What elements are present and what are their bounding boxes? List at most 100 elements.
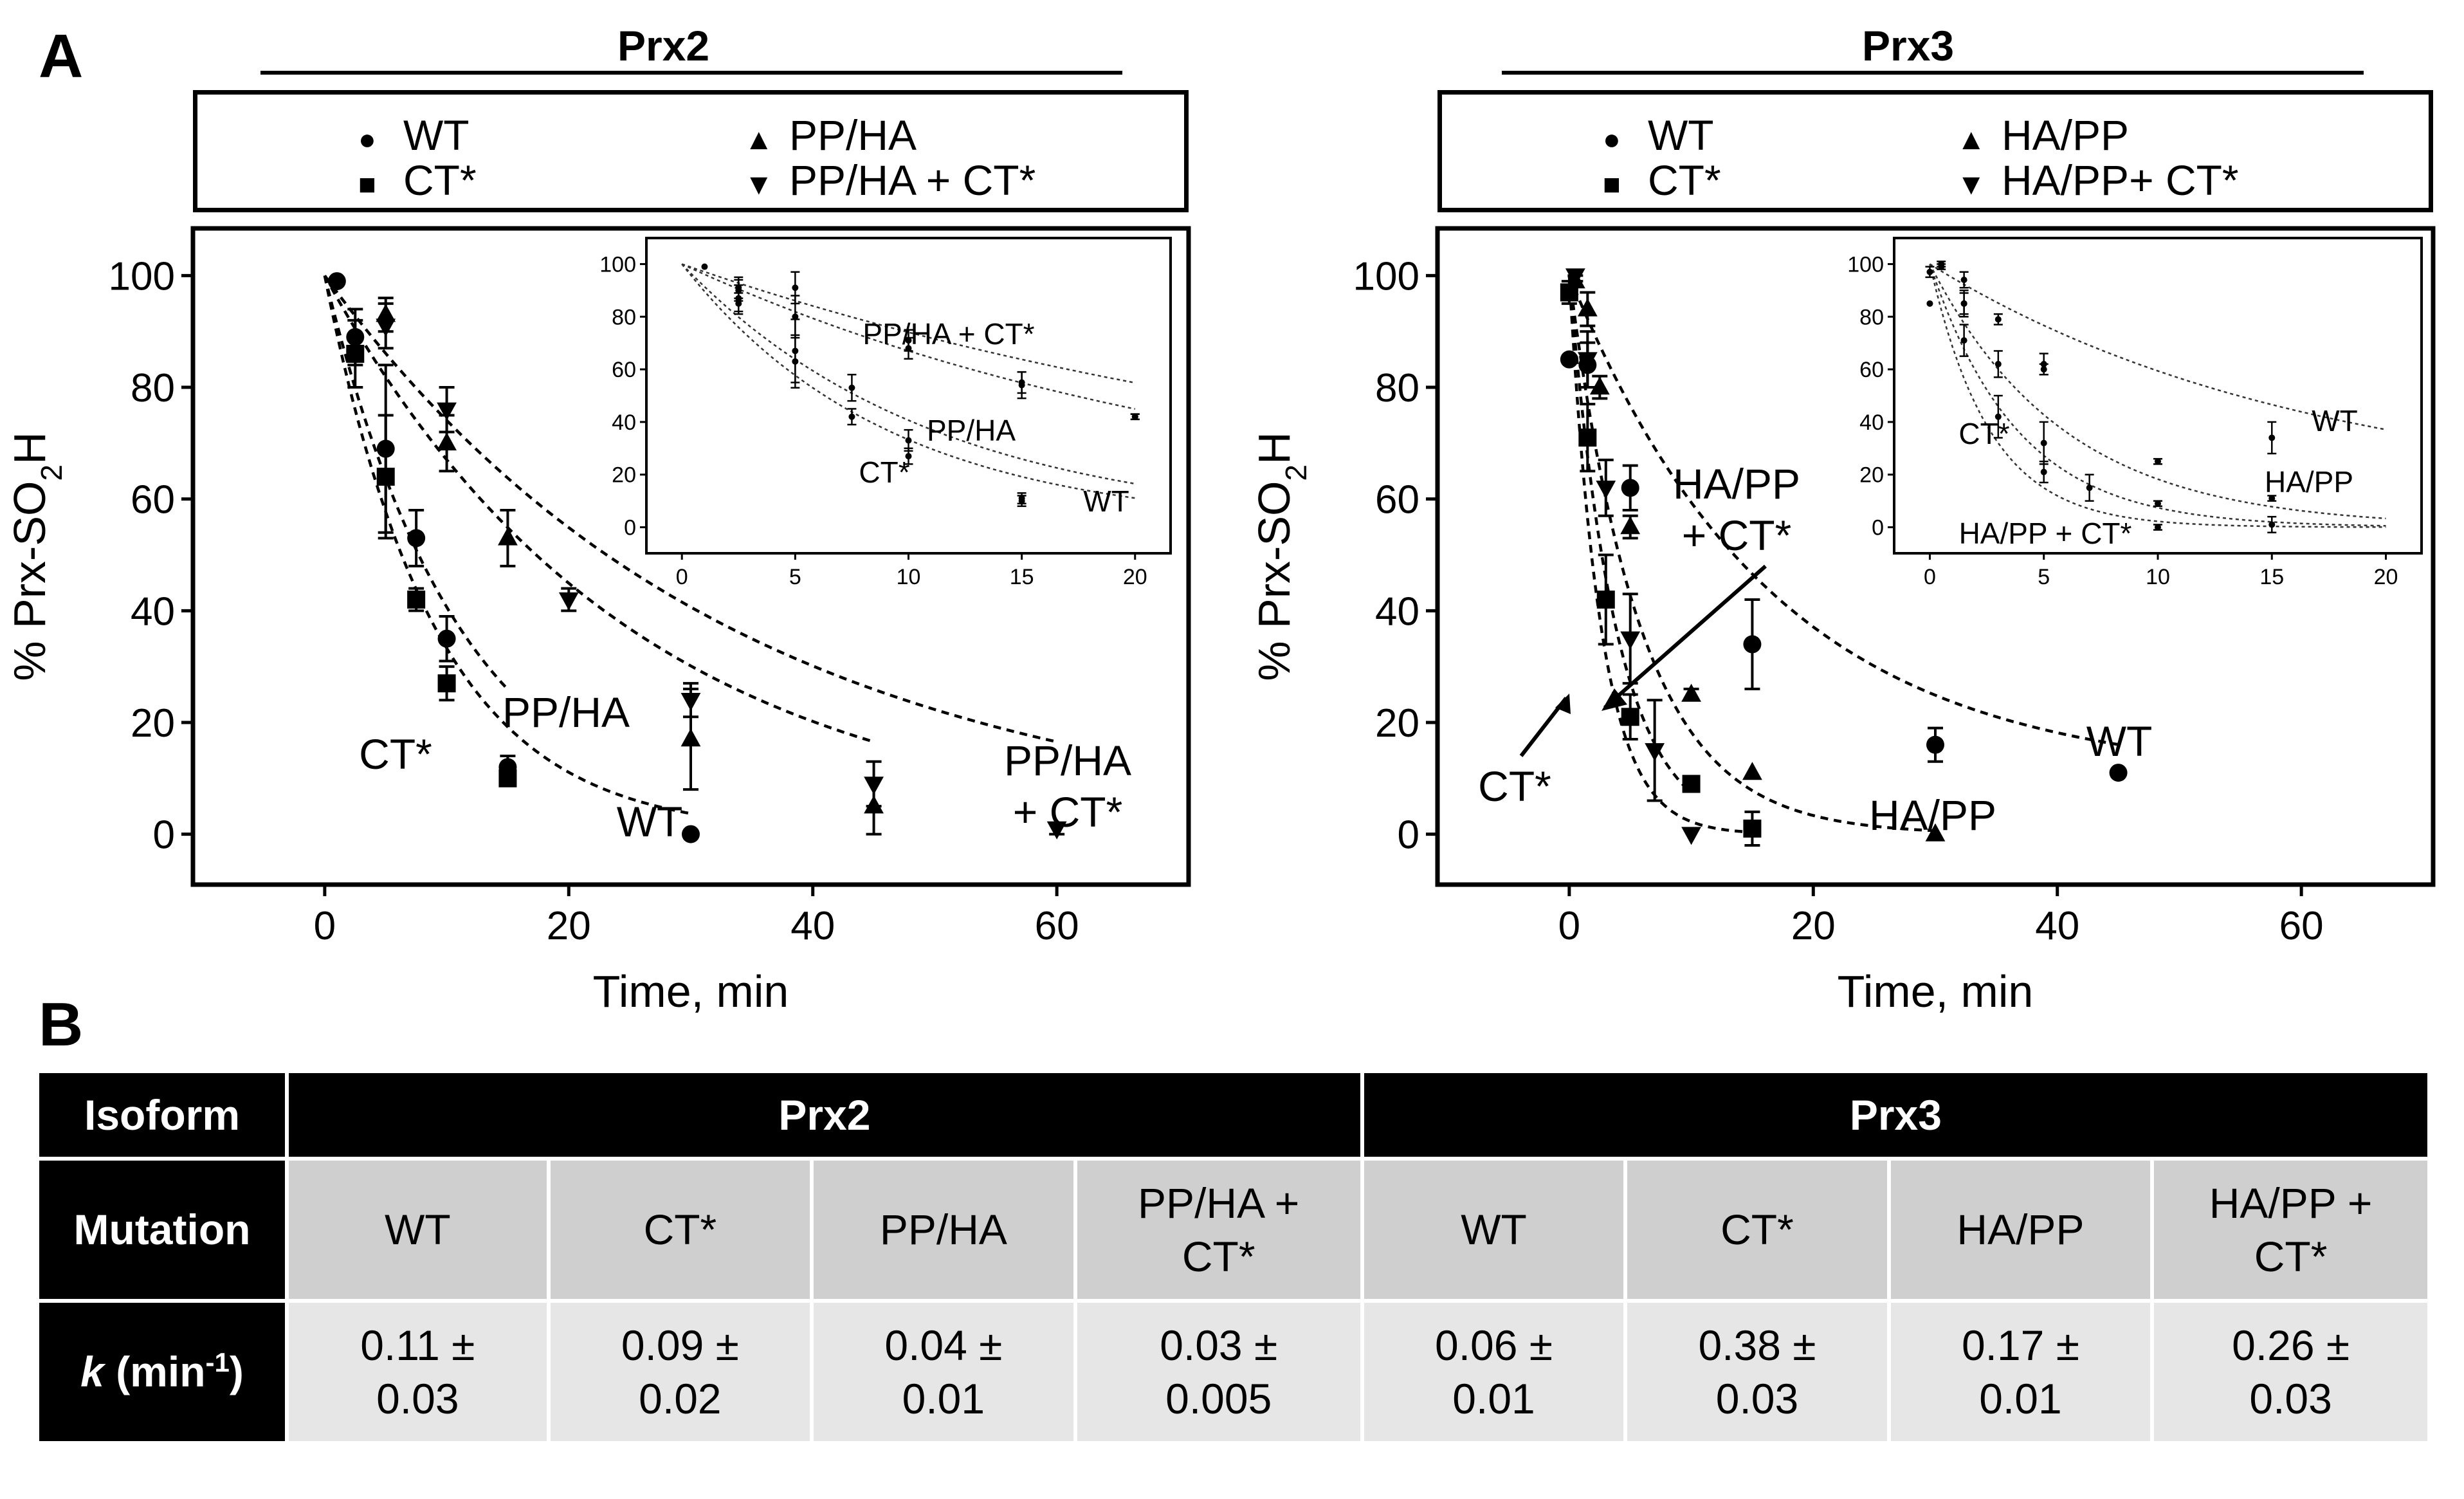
mutation-cell: HA/PP + CT* [2154,1161,2427,1299]
k-row-header: k (min-1) [39,1303,285,1441]
arrow-head-icon [1555,694,1571,714]
inset-label: HA/PP [2265,465,2353,499]
inset-data-point [1960,337,1967,344]
y-tick-label: 60 [131,478,175,522]
data-point [498,527,518,546]
data-point [2109,764,2128,782]
triangle-down-marker-icon: ▼ [744,167,774,201]
inset-data-point [2155,500,2161,507]
inset-data-point [1018,497,1025,504]
inset-y-tick-label: 20 [612,463,636,488]
data-point [1621,479,1639,497]
data-point [1742,762,1762,780]
data-point [1596,481,1616,499]
k-value-cell: 0.11 ± 0.03 [289,1303,547,1441]
inset-fit-curve [1929,263,2386,430]
inset-fit-curve [1929,264,2386,528]
y-tick-label: 100 [1353,254,1419,299]
inset-data-point [2268,434,2276,441]
k-value-cell: 0.06 ± 0.01 [1364,1303,1624,1441]
data-point [1565,268,1585,287]
panel-label-b: B [39,990,84,1059]
inset-data-point [2040,468,2047,475]
series-annotation: + CT* [1682,511,1792,559]
data-point [1645,743,1665,762]
inset-data-point [905,453,912,460]
data-point [346,344,365,363]
prx3-legend-ct: ■ CT* [1603,156,1721,204]
inset-data-point [1994,316,2002,323]
inset-data-point [2155,524,2161,531]
series-annotation: PP/HA [502,688,630,736]
inset-data-point [1960,277,1967,283]
prx3-panel-title: Prx3 [1862,22,1955,69]
square-marker-icon: ■ [358,167,376,201]
inset-fit-curve [681,263,1136,384]
data-point [1682,775,1701,793]
k-value-cell: 0.09 ± 0.02 [550,1303,810,1441]
inset-label: WT [1083,484,1129,518]
prx2-legend: ● WT ■ CT* ▲ PP/HA ▼ PP/HA + CT* [193,90,1189,212]
series-annotation: WT [617,798,683,845]
data-point [1620,516,1641,535]
inset-y-tick-label: 80 [612,305,636,329]
inset-label: PP/HA + CT* [862,317,1034,351]
rate-constant-table: Isoform Prx2 Prx3 Mutation WT CT* PP/HA … [35,1069,2431,1445]
series-annotation: CT* [359,730,432,778]
prx3-legend-wt: ● WT [1603,111,1714,159]
inset-data-point [1994,360,2002,367]
inset-fit-curve [1929,263,2386,520]
x-tick-label: 60 [1035,904,1079,948]
y-tick-label: 40 [1375,589,1419,634]
series-annotation: WT [2086,717,2153,765]
series-annotation: + CT* [1013,788,1123,836]
inset-y-tick-label: 100 [599,252,636,277]
square-marker-icon: ■ [1603,167,1621,201]
data-point [680,728,701,747]
inset-data-point [1938,261,1945,268]
inset-label: CT* [1958,417,2009,450]
inset-data-point [2040,439,2047,446]
inset-data-point [1926,300,1933,307]
inset-x-tick-label: 10 [897,565,921,589]
inset-y-tick-label: 80 [1859,305,1884,329]
mutation-cell: CT* [1627,1161,1887,1299]
inset-y-tick-label: 0 [1872,516,1884,540]
inset-data-point [905,437,912,444]
y-tick-label: 80 [131,366,175,410]
isoform-row-header: Isoform [39,1073,285,1157]
y-tick-label: 20 [1375,701,1419,746]
inset-x-tick-label: 20 [2374,565,2398,589]
prx2-legend-ppha: ▲ PP/HA [744,111,917,159]
prx3-legend: ● WT ■ CT* ▲ HA/PP ▼ HA/PP+ CT* [1437,90,2433,212]
inset-x-tick-label: 15 [1010,565,1034,589]
inset-data-point [1131,413,1138,420]
y-tick-label: 60 [1375,478,1419,522]
data-point [1681,827,1701,845]
inset-data-point [735,284,742,291]
inset-fit-curve [681,263,1136,410]
panel-label-a: A [39,22,84,91]
inset-frame [645,237,1172,555]
annotation-arrow [1603,564,1767,710]
inset-data-point [2086,484,2093,492]
data-point [376,318,396,337]
series-annotation: HA/PP [1673,460,1800,508]
inset-y-tick-label: 20 [1859,463,1884,488]
inset-y-tick-label: 60 [1859,358,1884,382]
inset-data-point [792,313,799,320]
prx2-panel-title: Prx2 [617,22,710,69]
inset-x-tick-label: 10 [2146,565,2170,589]
inset-data-point [905,337,912,344]
k-value-cell: 0.38 ± 0.03 [1627,1303,1887,1441]
plot-frame [190,226,1191,887]
inset-data-point [701,263,708,270]
inset-data-point [848,413,855,420]
inset-label: WT [2312,404,2358,437]
k-value-cell: 0.17 ± 0.01 [1890,1303,2151,1441]
inset-y-tick-label: 40 [1859,410,1884,435]
inset-data-point [2040,366,2047,373]
inset-data-point [2155,458,2161,465]
x-tick-label: 60 [2279,904,2324,948]
data-point [1621,708,1639,726]
